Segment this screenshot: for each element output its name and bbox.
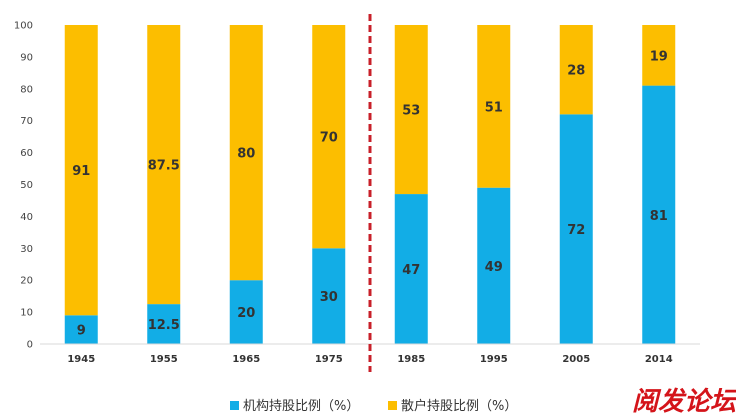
bar-1965-series-1 xyxy=(229,280,263,344)
x-tick-label-1945: 1945 xyxy=(67,354,95,365)
bar-2014-series-2 xyxy=(642,25,676,86)
bar-1955-series-1 xyxy=(147,304,181,344)
y-tick-label-70: 70 xyxy=(20,116,33,127)
legend-label-1: 机构持股比例（%） xyxy=(243,399,359,414)
y-tick-label-10: 10 xyxy=(20,308,33,319)
data-label-2014-series-1: 81 xyxy=(650,209,668,224)
data-label-2005-series-2: 28 xyxy=(567,64,585,79)
data-label-2005-series-1: 72 xyxy=(567,223,585,238)
x-tick-label-2014: 2014 xyxy=(645,354,673,365)
legend: 机构持股比例（%） 散户持股比例（%） xyxy=(230,398,517,414)
legend-swatch-1 xyxy=(230,401,239,410)
bar-1995-series-1 xyxy=(477,187,511,344)
bar-1965-series-2 xyxy=(229,25,263,281)
bars xyxy=(64,25,676,345)
data-label-1965-series-1: 20 xyxy=(237,306,255,321)
x-tick-label-2005: 2005 xyxy=(562,354,590,365)
y-axis: 0 10 20 30 40 50 60 70 80 90 100 xyxy=(14,21,33,351)
bar-1985-series-1 xyxy=(394,194,428,344)
bar-1975-series-1 xyxy=(312,248,346,344)
data-label-1975-series-2: 70 xyxy=(320,131,338,146)
x-tick-label-1985: 1985 xyxy=(397,354,425,365)
data-label-1945-series-2: 91 xyxy=(72,164,90,179)
y-tick-label-50: 50 xyxy=(20,180,33,191)
x-tick-label-1965: 1965 xyxy=(232,354,260,365)
data-label-1945-series-1: 9 xyxy=(77,324,86,339)
x-tick-label-1975: 1975 xyxy=(315,354,343,365)
y-tick-label-40: 40 xyxy=(20,212,33,223)
legend-label-2: 散户持股比例（%） xyxy=(401,398,517,414)
y-tick-label-80: 80 xyxy=(20,84,33,95)
legend-swatch-2 xyxy=(388,401,397,410)
bar-2005-series-2 xyxy=(559,25,593,115)
y-tick-label-60: 60 xyxy=(20,148,33,159)
data-label-1995-series-1: 49 xyxy=(485,260,503,275)
y-tick-label-0: 0 xyxy=(27,340,33,351)
data-label-1975-series-1: 30 xyxy=(320,290,338,305)
data-labels: 9 91 12.5 87.5 20 80 30 70 47 53 49 51 72 28 81 19 xyxy=(72,49,668,338)
bar-1945-series-2 xyxy=(64,25,98,316)
bar-1975-series-2 xyxy=(312,25,346,249)
data-label-2014-series-2: 19 xyxy=(650,49,668,64)
x-tick-label-1995: 1995 xyxy=(480,354,508,365)
bar-1985-series-2 xyxy=(394,25,428,195)
bar-2014-series-1 xyxy=(642,85,676,345)
y-tick-label-100: 100 xyxy=(14,21,33,32)
watermark-text: 阅发论坛 xyxy=(632,387,736,417)
bar-2005-series-1 xyxy=(559,114,593,344)
data-label-1955-series-2: 87.5 xyxy=(148,159,180,174)
y-tick-label-20: 20 xyxy=(20,276,33,287)
bar-1955-series-2 xyxy=(147,25,181,305)
y-tick-label-30: 30 xyxy=(20,244,33,255)
data-label-1985-series-2: 53 xyxy=(402,104,420,119)
x-tick-label-1955: 1955 xyxy=(150,354,178,365)
data-label-1955-series-1: 12.5 xyxy=(148,318,180,333)
bar-1945-series-1 xyxy=(64,315,98,344)
bar-1995-series-2 xyxy=(477,25,511,188)
data-label-1985-series-1: 47 xyxy=(402,263,420,278)
data-label-1995-series-2: 51 xyxy=(485,100,503,115)
data-label-1965-series-2: 80 xyxy=(237,147,255,162)
y-tick-label-90: 90 xyxy=(20,52,33,63)
